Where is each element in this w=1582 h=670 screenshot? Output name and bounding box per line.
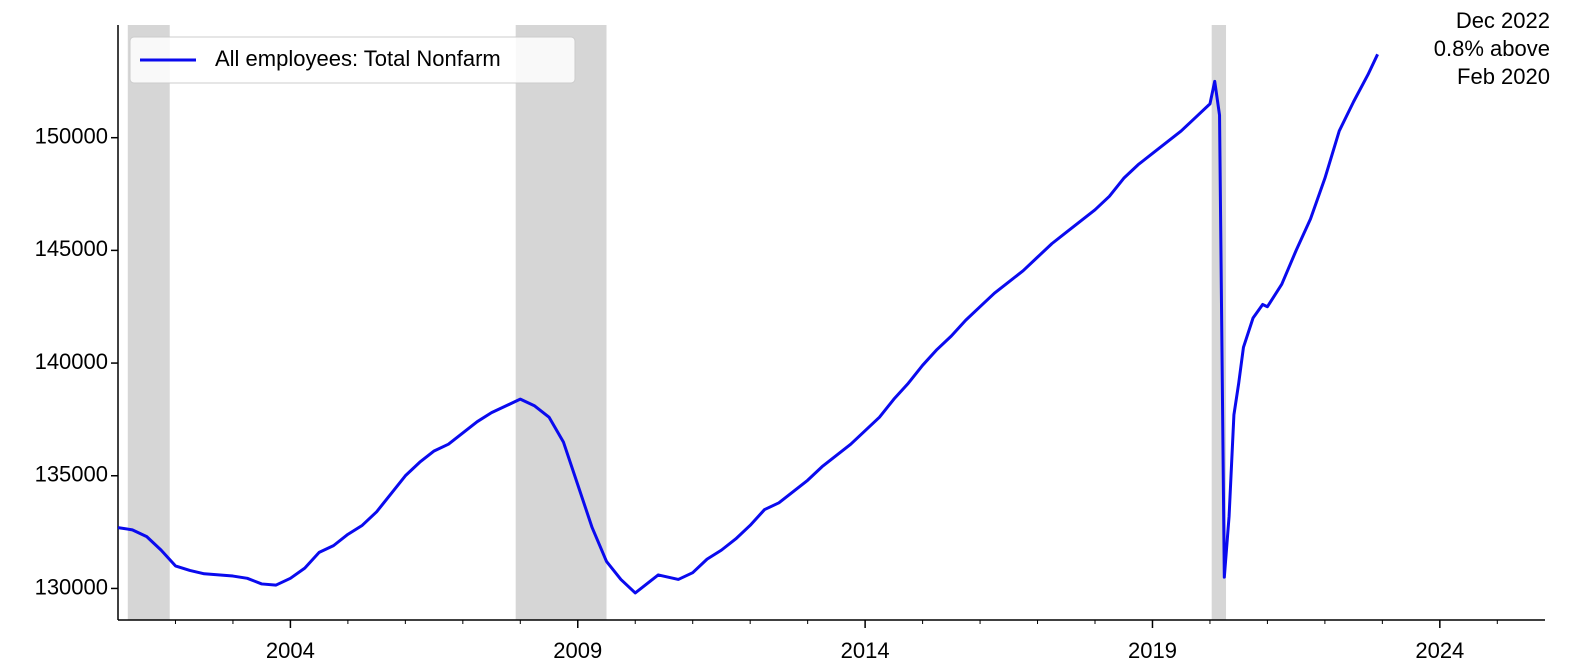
- series-line: [117, 53, 1379, 595]
- annotation: 0.8% above: [1434, 36, 1550, 61]
- legend-box: [129, 36, 576, 84]
- y-tick-label: 150000: [35, 124, 108, 149]
- y-tick-label: 145000: [35, 236, 108, 261]
- annotation: Feb 2020: [1457, 64, 1550, 89]
- legend: All employees: Total Nonfarm: [129, 36, 576, 84]
- x-tick-label: 2014: [841, 638, 890, 663]
- y-tick-label: 140000: [35, 349, 108, 374]
- y-tick-label: 130000: [35, 574, 108, 599]
- x-tick-label: 2024: [1415, 638, 1464, 663]
- x-tick-label: 2009: [553, 638, 602, 663]
- legend-label: All employees: Total Nonfarm: [215, 46, 501, 71]
- y-tick-label: 135000: [35, 462, 108, 487]
- x-tick-label: 2004: [266, 638, 315, 663]
- annotation: Dec 2022: [1456, 8, 1550, 33]
- x-tick-label: 2019: [1128, 638, 1177, 663]
- recession-band: [127, 25, 170, 620]
